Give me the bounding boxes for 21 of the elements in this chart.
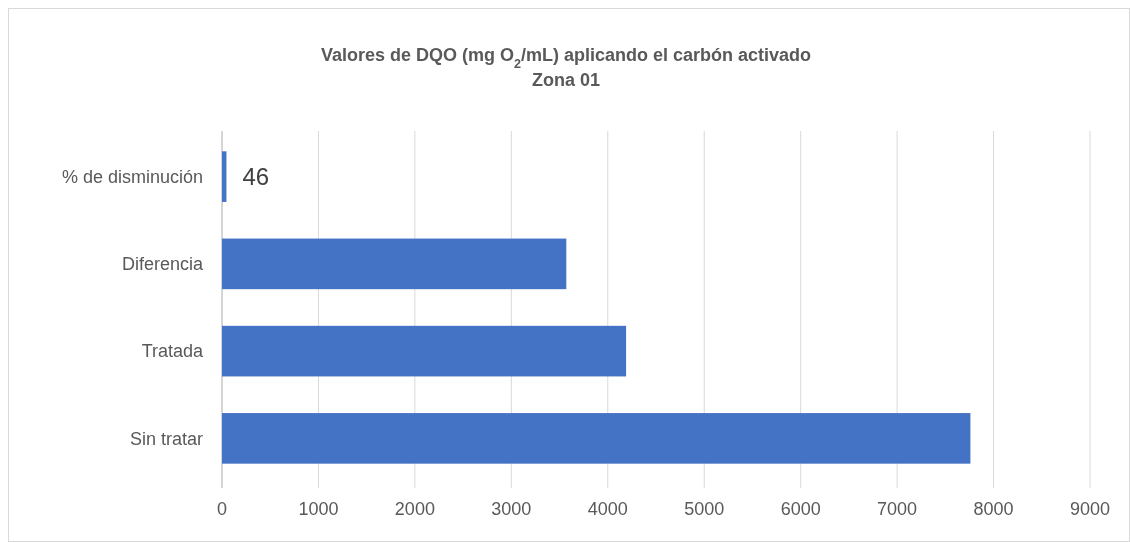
x-tick-label: 4000: [587, 499, 628, 519]
x-tick-label: 5000: [684, 499, 725, 519]
x-tick-label: 2000: [394, 499, 435, 519]
x-tick-label: 3000: [491, 499, 532, 519]
y-tick-label: Sin tratar: [129, 428, 203, 449]
bar: [222, 325, 627, 377]
bar: [222, 151, 227, 202]
x-tick-label: 0: [216, 499, 228, 519]
x-tick-label: 7000: [877, 499, 918, 519]
chart-title: Valores de DQO (mg O$_{2}$/mL) aplicando el carbón activado: [320, 45, 812, 71]
x-tick-label: 6000: [780, 499, 821, 519]
x-tick-label: 9000: [1069, 499, 1111, 519]
y-tick-label: % de disminución: [61, 166, 203, 187]
y-tick-label: Tratada: [141, 341, 204, 362]
x-tick-label: 1000: [298, 499, 339, 519]
chart-subtitle: Zona 01: [531, 70, 601, 90]
y-tick-label: Diferencia: [121, 254, 204, 275]
x-tick-label: 8000: [973, 499, 1014, 519]
bar: [222, 413, 971, 464]
bar: [222, 238, 567, 290]
data-label: 46: [242, 163, 270, 191]
